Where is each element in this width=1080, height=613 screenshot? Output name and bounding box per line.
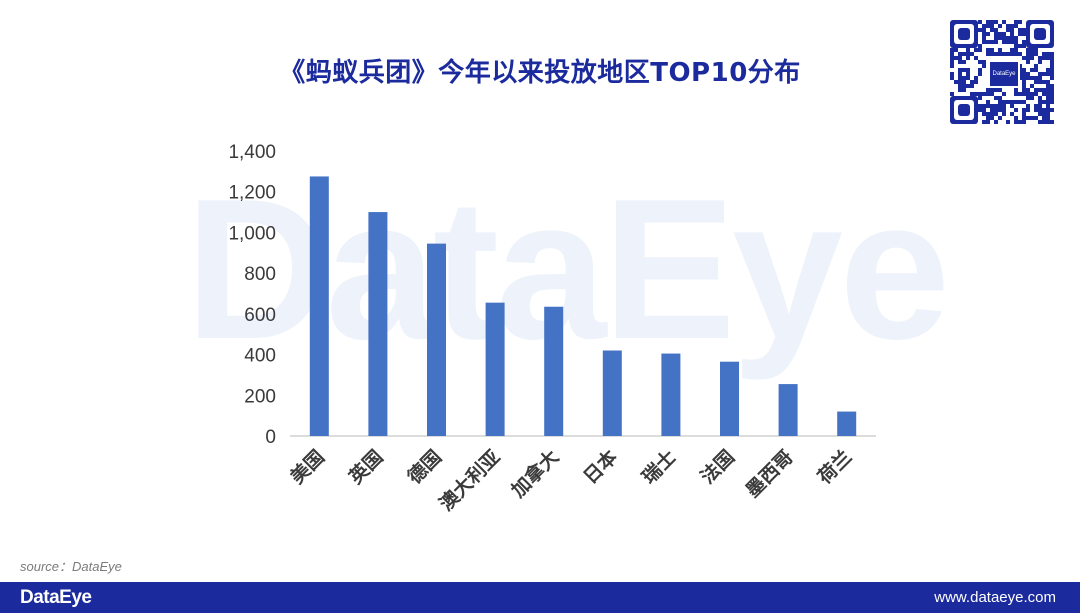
bar <box>485 302 505 436</box>
x-category-label: 澳大利亚 <box>435 445 505 515</box>
y-tick-label: 200 <box>244 386 276 407</box>
x-category-label: 英国 <box>344 445 387 488</box>
y-tick-label: 1,000 <box>228 223 276 244</box>
x-category-label: 日本 <box>579 445 622 488</box>
bar <box>602 350 622 436</box>
y-tick-label: 1,400 <box>228 142 276 163</box>
chart-title: 《蚂蚁兵团》今年以来投放地区TOP10分布 <box>279 58 801 88</box>
footer-bar: DataEye www.dataeye.com <box>0 582 1080 613</box>
x-category-label: 德国 <box>403 445 446 488</box>
x-category-label: 加拿大 <box>506 445 563 502</box>
x-category-label: 墨西哥 <box>742 446 798 502</box>
y-tick-label: 0 <box>265 427 276 448</box>
x-category-label: 美国 <box>286 445 329 488</box>
y-tick-label: 400 <box>244 346 276 367</box>
bar <box>427 243 446 436</box>
y-tick-label: 1,200 <box>228 183 276 204</box>
footer-logo: DataEye <box>20 587 92 608</box>
x-category-label: 瑞士 <box>637 445 680 488</box>
bars <box>309 176 857 437</box>
x-category-label: 法国 <box>696 445 739 488</box>
qr-code <box>950 20 1054 124</box>
bar <box>661 353 681 436</box>
x-category-label: 荷兰 <box>813 445 856 488</box>
bar <box>778 384 798 436</box>
y-tick-label: 800 <box>244 264 276 285</box>
bar <box>837 411 857 436</box>
bar <box>309 176 329 437</box>
bar <box>368 212 388 436</box>
y-axis-ticks: 0 200 400 600 800 1,000 1,200 1,400 <box>228 142 276 448</box>
source-note: source：DataEye <box>20 559 122 574</box>
qr-logo: DataEye <box>988 60 1020 88</box>
footer-url[interactable]: www.dataeye.com <box>934 589 1056 606</box>
bar <box>544 306 564 436</box>
y-tick-label: 600 <box>244 305 276 326</box>
bar <box>720 361 739 436</box>
